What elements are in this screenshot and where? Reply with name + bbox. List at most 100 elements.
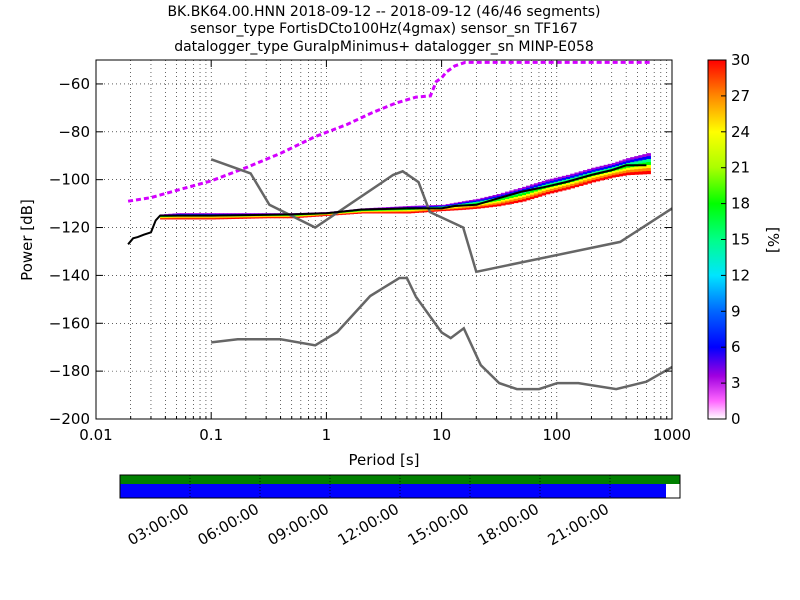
psd-cell	[283, 215, 288, 217]
psd-cell	[457, 207, 463, 209]
psd-cell	[565, 185, 571, 188]
psd-cell	[250, 216, 255, 218]
psd-cell	[642, 171, 647, 175]
psd-cell	[270, 213, 276, 215]
coverage-tick-label: 21:00:00	[545, 500, 612, 549]
psd-cell	[188, 216, 193, 218]
psd-cell	[437, 209, 443, 211]
psd-cell	[591, 167, 597, 171]
psd-cell	[422, 206, 427, 208]
psd-cell	[437, 205, 443, 207]
psd-cell	[526, 185, 531, 189]
psd-cell	[595, 179, 601, 182]
psd-cell	[578, 179, 584, 182]
psd-cell	[465, 208, 470, 210]
psd-cell	[582, 172, 588, 175]
psd-cell	[453, 203, 459, 206]
psd-cell	[222, 213, 228, 215]
psd-cell	[587, 168, 592, 172]
psd-cell	[341, 212, 347, 214]
psd-cell	[461, 201, 466, 203]
colorbar-tick-label: 0	[731, 410, 741, 428]
psd-cell	[184, 217, 189, 219]
colorbar-tick-label: 6	[731, 338, 741, 356]
psd-cell	[449, 204, 455, 206]
title-line-2: sensor_type FortisDCto100Hz(4gmax) senso…	[190, 21, 578, 37]
psd-cell	[390, 209, 395, 211]
psd-cell	[394, 209, 400, 211]
psd-cell	[160, 218, 165, 220]
psd-cell	[191, 218, 197, 220]
psd-cell	[326, 214, 331, 216]
psd-cell	[390, 212, 395, 214]
psd-cell	[591, 171, 597, 175]
psd-cell	[457, 206, 463, 208]
psd-cell	[634, 158, 639, 162]
psd-cell	[287, 217, 293, 219]
psd-cell	[517, 188, 523, 191]
psd-cell	[433, 205, 439, 207]
psd-cell	[505, 197, 510, 200]
series-lines	[127, 60, 673, 391]
psd-cell	[574, 174, 580, 177]
psd-cell	[570, 177, 575, 181]
psd-cell	[353, 211, 358, 213]
psd-cell	[345, 211, 351, 213]
psd-cell	[430, 210, 435, 212]
psd-cell	[638, 168, 643, 172]
psd-cell	[365, 211, 370, 213]
psd-cell	[557, 185, 563, 188]
psd-cell	[461, 202, 466, 204]
y-tick-label: −200	[49, 410, 90, 428]
psd-cell	[496, 195, 502, 198]
psd-cell	[582, 174, 588, 177]
psd-cell	[529, 184, 535, 187]
psd-cell	[191, 217, 197, 219]
psd-cell	[266, 213, 271, 215]
psd-cell	[607, 176, 613, 179]
psd-cell	[469, 201, 474, 203]
psd-cell	[465, 206, 470, 209]
psd-cell	[278, 215, 284, 217]
psd-cell	[529, 194, 535, 198]
psd-cell	[318, 214, 324, 216]
psd-cell	[565, 178, 571, 182]
psd-cell	[377, 212, 383, 214]
psd-cell	[646, 153, 651, 157]
psd-cell	[642, 168, 647, 172]
psd-cell	[638, 155, 643, 159]
psd-cell	[626, 165, 631, 168]
psd-cell	[496, 200, 502, 203]
psd-cell	[402, 206, 408, 208]
psd-cell	[322, 214, 327, 216]
psd-cell	[437, 204, 443, 207]
psd-cell	[270, 215, 276, 217]
psd-cell	[615, 161, 620, 165]
psd-cell	[430, 209, 435, 211]
psd-cell	[230, 217, 236, 220]
psd-cell	[457, 203, 463, 205]
psd-cell	[509, 192, 515, 195]
psd-cell	[488, 195, 494, 198]
psd-cell	[465, 200, 470, 203]
psd-cell	[353, 211, 358, 213]
psd-cell	[287, 216, 293, 218]
psd-cell	[582, 182, 588, 185]
psd-cell	[199, 218, 204, 220]
coverage-tick-label: 18:00:00	[475, 500, 542, 549]
psd-cell	[441, 205, 447, 207]
psd-cell	[270, 215, 276, 217]
psd-cell	[195, 213, 201, 215]
psd-cell	[445, 205, 451, 207]
psd-cell	[453, 209, 459, 211]
psd-cell	[607, 172, 613, 175]
psd-cell	[266, 216, 271, 218]
psd-cell	[207, 216, 212, 218]
psd-cell	[630, 162, 635, 165]
psd-cell	[414, 210, 419, 212]
psd-cell	[164, 214, 169, 216]
psd-cell	[430, 205, 435, 207]
psd-cell	[595, 170, 601, 174]
psd-cell	[565, 183, 571, 186]
psd-cell	[646, 156, 651, 160]
